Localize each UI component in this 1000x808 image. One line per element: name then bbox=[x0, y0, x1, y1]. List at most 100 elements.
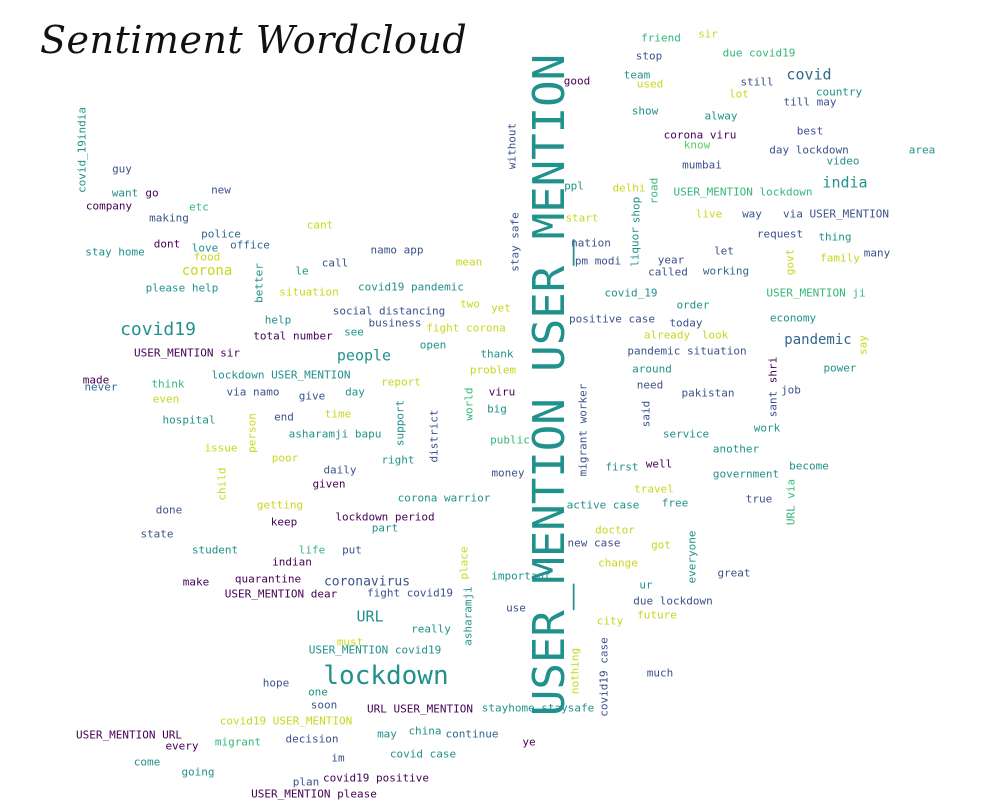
cloud-word: ur bbox=[639, 578, 653, 592]
cloud-word: end bbox=[274, 410, 294, 424]
cloud-word: two bbox=[460, 297, 480, 311]
cloud-word: keep bbox=[270, 515, 298, 529]
cloud-word: covid19 case bbox=[597, 637, 611, 717]
cloud-word: lot bbox=[729, 87, 749, 101]
cloud-word: show bbox=[631, 104, 659, 118]
cloud-word: today bbox=[669, 316, 703, 330]
cloud-word: fight covid19 bbox=[366, 586, 454, 600]
cloud-word: free bbox=[661, 496, 689, 510]
cloud-word: USER_MENTION lockdown bbox=[673, 185, 813, 199]
cloud-word: team bbox=[623, 68, 651, 82]
cloud-word: love bbox=[191, 241, 219, 255]
cloud-word: people bbox=[336, 346, 392, 365]
cloud-word: due covid19 bbox=[722, 46, 796, 60]
cloud-word: put bbox=[342, 543, 362, 557]
cloud-word: new bbox=[211, 183, 231, 197]
cloud-word: child bbox=[215, 467, 229, 501]
cloud-word: quarantine bbox=[234, 572, 302, 586]
cloud-word: nation bbox=[571, 236, 611, 250]
cloud-word: live bbox=[695, 207, 723, 221]
cloud-word: namo app bbox=[370, 243, 424, 257]
cloud-word: power bbox=[823, 361, 857, 375]
cloud-word: total number bbox=[253, 329, 333, 343]
cloud-word: etc bbox=[189, 200, 209, 214]
cloud-word: report bbox=[381, 375, 421, 389]
cloud-word: hope bbox=[262, 676, 290, 690]
cloud-word: know bbox=[683, 138, 711, 152]
cloud-word: URL bbox=[356, 607, 384, 626]
cloud-word: soon bbox=[310, 698, 338, 712]
cloud-word: pm modi bbox=[574, 254, 622, 268]
cloud-word: covid_19india bbox=[75, 106, 89, 194]
cloud-word: life bbox=[298, 543, 326, 557]
cloud-word: economy bbox=[769, 311, 817, 325]
cloud-word: without bbox=[505, 122, 519, 170]
cloud-word: made bbox=[82, 373, 110, 387]
cloud-word: cant bbox=[306, 218, 334, 232]
cloud-word: call bbox=[321, 256, 349, 270]
cloud-word: start bbox=[565, 211, 599, 225]
cloud-word: great bbox=[717, 566, 751, 580]
cloud-word: still bbox=[740, 75, 774, 89]
cloud-word: video bbox=[826, 154, 860, 168]
cloud-word: yet bbox=[491, 301, 511, 315]
cloud-word: covid case bbox=[389, 747, 457, 761]
cloud-word: viru bbox=[488, 385, 516, 399]
cloud-word: indian bbox=[272, 555, 312, 569]
cloud-word: way bbox=[742, 207, 762, 221]
cloud-word: many bbox=[863, 246, 891, 260]
cloud-word: mean bbox=[455, 255, 483, 269]
cloud-word: open bbox=[419, 338, 447, 352]
cloud-word: corona warrior bbox=[397, 491, 491, 505]
cloud-word: pandemic bbox=[784, 332, 852, 348]
cloud-word: person bbox=[245, 413, 259, 453]
wordcloud-title: Sentiment Wordcloud bbox=[40, 18, 468, 62]
cloud-word: getting bbox=[256, 498, 304, 512]
cloud-word: use bbox=[506, 601, 526, 615]
cloud-word: govt bbox=[783, 248, 797, 276]
cloud-word: important bbox=[491, 569, 551, 583]
cloud-word: via USER_MENTION bbox=[783, 207, 889, 221]
cloud-word: URL USER_MENTION bbox=[367, 702, 473, 716]
cloud-word: day bbox=[345, 385, 365, 399]
cloud-word: area bbox=[908, 143, 936, 157]
cloud-word: travel bbox=[634, 482, 674, 496]
cloud-word: best bbox=[796, 124, 824, 138]
cloud-word: lockdown USER_MENTION bbox=[211, 368, 351, 382]
cloud-word: shri bbox=[766, 356, 780, 384]
cloud-word: pandemic situation bbox=[627, 344, 747, 358]
cloud-word: student bbox=[191, 543, 239, 557]
cloud-word: lockdown bbox=[323, 661, 449, 691]
cloud-word: make bbox=[182, 575, 210, 589]
cloud-word: money bbox=[491, 466, 525, 480]
cloud-word: guy bbox=[112, 162, 132, 176]
cloud-word: another bbox=[712, 442, 760, 456]
cloud-word: good bbox=[563, 74, 591, 88]
cloud-word: covid19 USER_MENTION bbox=[219, 714, 353, 728]
cloud-word: used bbox=[636, 77, 664, 91]
cloud-word: sir bbox=[698, 27, 718, 41]
cloud-word: USER_MENTION sir bbox=[134, 346, 240, 360]
cloud-word: around bbox=[632, 362, 672, 376]
cloud-word: asharamji bapu bbox=[288, 427, 382, 441]
cloud-word: one bbox=[308, 685, 328, 699]
cloud-word: URL via bbox=[784, 478, 798, 526]
cloud-word: got bbox=[651, 538, 671, 552]
cloud-word: police bbox=[201, 227, 241, 241]
cloud-word: even bbox=[152, 392, 180, 406]
cloud-word: done bbox=[155, 503, 183, 517]
cloud-word: stay home bbox=[85, 245, 145, 259]
cloud-word: work bbox=[753, 421, 781, 435]
cloud-word: USER_MENTION URL bbox=[76, 728, 182, 742]
cloud-word: le bbox=[295, 264, 309, 278]
cloud-word: please help bbox=[145, 281, 219, 295]
cloud-word: first bbox=[605, 460, 639, 474]
cloud-word: till may bbox=[783, 95, 837, 109]
cloud-word: covid_19 bbox=[604, 286, 658, 300]
cloud-word: covid19 positive bbox=[323, 771, 429, 785]
cloud-word: covid19 pandemic bbox=[358, 280, 464, 294]
cloud-word: new case bbox=[567, 536, 621, 550]
cloud-word: world bbox=[462, 387, 476, 421]
cloud-word: give bbox=[298, 389, 326, 403]
